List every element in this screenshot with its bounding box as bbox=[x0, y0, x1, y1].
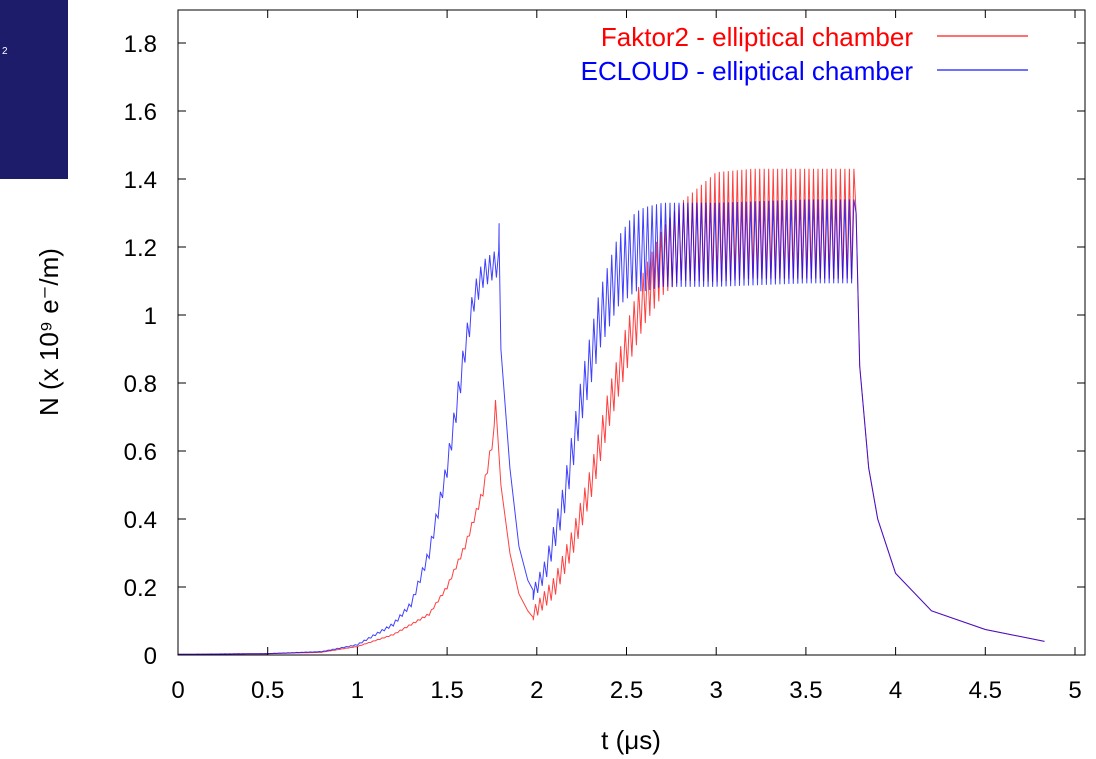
x-tick-label: 1 bbox=[351, 677, 364, 704]
y-tick-label: 0.2 bbox=[124, 575, 157, 602]
legend: Faktor2 - elliptical chamber ECLOUD - el… bbox=[581, 22, 1028, 86]
x-tick-label: 3.5 bbox=[789, 677, 822, 704]
legend-label-faktor2: Faktor2 - elliptical chamber bbox=[601, 22, 913, 52]
x-tick-label: 5 bbox=[1068, 677, 1081, 704]
x-tick-label: 4.5 bbox=[969, 677, 1002, 704]
y-tick-label: 1.2 bbox=[124, 235, 157, 262]
x-tick-label: 4 bbox=[889, 677, 902, 704]
y-tick-labels: 0 0.2 0.4 0.6 0.8 1 1.2 1.4 1.6 1.8 bbox=[124, 31, 157, 670]
y-tick-label: 1.8 bbox=[124, 31, 157, 58]
corner-panel: 2 bbox=[0, 0, 68, 179]
tick-marks bbox=[177, 10, 1085, 656]
corner-panel-text: 2 bbox=[2, 46, 8, 57]
legend-label-ecloud: ECLOUD - elliptical chamber bbox=[581, 56, 914, 86]
y-tick-label: 0.8 bbox=[124, 371, 157, 398]
x-tick-label: 2 bbox=[530, 677, 543, 704]
x-tick-label: 0 bbox=[171, 677, 184, 704]
series-line-faktor2 bbox=[178, 168, 1045, 655]
x-tick-label: 3 bbox=[710, 677, 723, 704]
plot-frame bbox=[177, 9, 1086, 656]
x-tick-label: 0.5 bbox=[251, 677, 284, 704]
y-tick-label: 1 bbox=[144, 303, 157, 330]
plot-lines bbox=[177, 168, 1045, 655]
x-tick-label: 1.5 bbox=[430, 677, 463, 704]
x-tick-labels: 0 0.5 1 1.5 2 2.5 3 3.5 4 4.5 5 bbox=[171, 677, 1081, 704]
y-axis-title: N (x 10⁹ e⁻/m) bbox=[34, 248, 64, 416]
series-line-ecloud bbox=[177, 199, 1045, 655]
y-tick-label: 0 bbox=[144, 643, 157, 670]
y-tick-label: 0.4 bbox=[124, 507, 157, 534]
x-tick-label: 2.5 bbox=[610, 677, 643, 704]
y-tick-label: 1.4 bbox=[124, 167, 157, 194]
y-tick-label: 1.6 bbox=[124, 99, 157, 126]
x-axis-title: t (μs) bbox=[601, 725, 661, 755]
y-tick-label: 0.6 bbox=[124, 439, 157, 466]
